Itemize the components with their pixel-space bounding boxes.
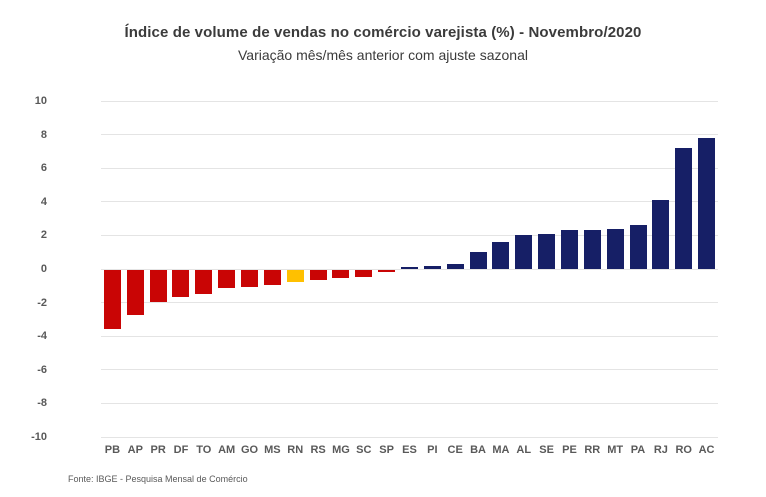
gridline-y--10 [101,436,718,438]
x-label-MG: MG [332,444,350,456]
x-label-RJ: RJ [653,444,668,456]
x-label-SE: SE [539,444,554,456]
bar-RJ [652,200,670,269]
bar-SE [538,233,556,269]
x-label-SC: SC [356,444,372,456]
x-label-RN: RN [287,444,304,456]
x-label-TO: TO [196,444,212,456]
x-label-MS: MS [264,444,281,456]
x-label-PR: PR [150,444,166,456]
bar-RS [309,270,327,281]
y-tick-label--6: -6 [37,363,47,376]
x-label-RR: RR [584,444,601,456]
bar-DF [172,270,190,297]
bar-AM [218,270,236,289]
gridline-y-4 [101,201,718,203]
x-label-RS: RS [310,444,326,456]
chart-title: Índice de volume de vendas no comércio v… [124,24,642,41]
x-label-DF: DF [173,444,189,456]
y-tick-label-0: 0 [40,263,47,275]
gridline-y--4 [101,335,718,337]
y-tick-label-6: 6 [40,162,47,175]
x-label-GO: GO [240,444,259,456]
bar-MA [492,242,510,269]
bar-AC [698,137,716,269]
bar-PA [629,225,647,269]
x-label-PI: PI [427,444,438,456]
x-label-AP: AP [127,444,143,456]
bar-RO [675,148,693,269]
x-label-AC: AC [698,444,715,456]
gridline-y--6 [101,369,718,371]
y-tick-label--10: -10 [31,431,47,443]
bar-PE [560,230,578,269]
gridline-y-10 [101,100,718,102]
x-label-BA: BA [470,444,486,456]
gridline-y-6 [101,167,718,169]
bar-PR [149,270,167,302]
bar-SP [378,270,396,272]
bar-ES [401,267,418,269]
x-label-PE: PE [562,444,577,456]
gridline-y--2 [101,302,718,304]
gridline-y-8 [101,134,718,136]
chart-subtitle: Variação mês/mês anterior com ajuste saz… [238,47,528,63]
bar-SC [355,270,373,277]
source-note: Fonte: IBGE - Pesquisa Mensal de Comérci… [68,474,248,484]
x-label-RO: RO [675,444,692,456]
y-tick-label--2: -2 [37,296,47,309]
x-label-CE: CE [447,444,463,456]
bar-AL [515,235,533,269]
x-label-AM: AM [218,444,236,456]
gridline-y--8 [101,402,718,404]
bar-PI [423,265,441,269]
x-label-ES: ES [402,444,417,456]
x-label-SP: SP [379,444,394,456]
y-tick-label-8: 8 [40,128,47,141]
x-label-PA: PA [630,444,646,456]
x-axis-labels: PB AP PR DF TO AM GO MS RN RS MG SC SP ES PI CE BA MA AL SE… [101,444,718,460]
gridline-y-0 [101,268,718,270]
bar-BA [469,252,487,269]
x-label-AL: AL [516,444,532,456]
bar-GO [241,270,259,287]
bar-RR [583,230,601,269]
bar-RN [286,270,304,282]
y-tick-label--4: -4 [37,330,47,343]
x-label-MA: MA [492,444,510,456]
bar-MG [332,270,350,279]
y-tick-label--8: -8 [37,397,47,410]
y-tick-label-10: 10 [34,95,47,107]
bar-PB [103,270,121,329]
bar-TO [195,270,213,294]
plot-area: -10 -8 -6 -4 -2 0 2 4 6 8 10 [31,95,718,443]
bar-MT [606,228,624,269]
x-label-PB: PB [104,444,121,456]
gridline-y-2 [101,234,718,236]
x-label-MT: MT [607,444,624,456]
bar-CE [446,263,464,269]
y-tick-label-4: 4 [40,195,47,208]
y-tick-label-2: 2 [40,229,47,242]
bar-MS [263,270,281,286]
bar-AP [126,270,144,316]
